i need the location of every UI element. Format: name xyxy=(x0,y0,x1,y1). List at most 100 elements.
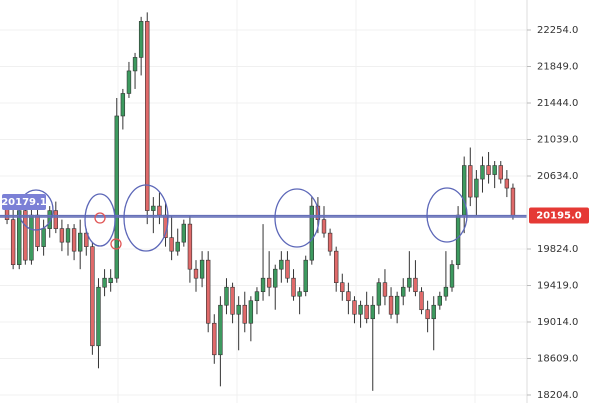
candle-body xyxy=(468,165,473,198)
candle-body xyxy=(504,178,510,189)
candle-body xyxy=(224,286,229,306)
y-axis: 22254.0 21849.0 21444.0 21039.0 20634.0 19824… xyxy=(527,25,589,401)
candle-body xyxy=(181,223,186,243)
candle-body xyxy=(53,210,58,229)
candle-body xyxy=(114,115,119,279)
circle-annotation xyxy=(274,188,320,248)
candle-body xyxy=(157,205,162,216)
candle-body xyxy=(327,232,333,252)
candle-body xyxy=(151,205,156,211)
y-tick-label: 22254.0 xyxy=(537,25,578,36)
candle-body xyxy=(315,205,321,220)
y-tick-label: 21849.0 xyxy=(537,62,578,73)
candle-body xyxy=(474,178,479,198)
y-tick-label: 21444.0 xyxy=(537,98,578,109)
candle-body xyxy=(29,214,34,261)
y-tick-label: 18204.0 xyxy=(537,390,578,401)
candle-body xyxy=(462,165,467,216)
y-tick-label: 19824.0 xyxy=(537,244,578,255)
candle-body xyxy=(218,304,223,356)
candle-body xyxy=(510,187,516,216)
candle-body xyxy=(41,228,46,247)
y-tick-label: 21039.0 xyxy=(537,135,578,146)
candle-body xyxy=(108,277,113,283)
candle-body xyxy=(84,232,89,247)
candles xyxy=(4,12,516,391)
candle-body xyxy=(376,282,382,306)
candle-body xyxy=(321,219,327,234)
candle-body xyxy=(102,277,107,288)
candle-body xyxy=(266,277,272,288)
candle-body xyxy=(364,304,369,320)
candle-body xyxy=(138,21,144,58)
candle-body xyxy=(242,304,247,324)
candle-body xyxy=(352,300,357,315)
candle-body xyxy=(193,268,199,279)
candle-body xyxy=(303,259,308,293)
candle-body xyxy=(78,232,83,252)
candle-body xyxy=(132,57,138,72)
candle-body xyxy=(425,309,430,320)
candle-body xyxy=(10,219,16,265)
candle-body xyxy=(382,282,388,297)
candle-body xyxy=(212,322,217,356)
candle-body xyxy=(187,223,193,270)
candle-body xyxy=(431,304,436,320)
candle-body xyxy=(340,282,345,293)
candle-body xyxy=(419,291,424,311)
circle-annotation xyxy=(84,193,116,247)
candle-body xyxy=(254,291,260,302)
price-label: 20195.0 xyxy=(536,211,582,222)
candle-body xyxy=(492,165,497,175)
candle-body xyxy=(455,214,461,265)
candle-body xyxy=(285,259,290,279)
candle-body xyxy=(334,250,339,283)
candle-body xyxy=(59,228,65,243)
candle-body xyxy=(169,237,174,252)
y-tick-label: 20634.0 xyxy=(537,171,578,182)
circle-annotation xyxy=(18,189,54,231)
price-lines xyxy=(0,214,527,218)
candle-body xyxy=(401,286,406,297)
candle-body xyxy=(279,259,284,270)
candle-body xyxy=(199,259,205,279)
candle-body xyxy=(486,165,491,175)
price-label-box xyxy=(529,207,589,224)
candle-body xyxy=(96,286,101,347)
candle-body xyxy=(443,286,449,297)
candle-body xyxy=(437,295,442,306)
candle-body xyxy=(236,304,241,315)
candle-body xyxy=(35,214,40,247)
candle-body xyxy=(23,210,28,261)
y-tick-label: 19419.0 xyxy=(537,280,578,291)
marker xyxy=(110,238,122,250)
y-tick-label: 19014.0 xyxy=(537,317,578,328)
candle-body xyxy=(71,228,77,252)
candle-body xyxy=(65,228,71,243)
candle-body xyxy=(388,295,394,315)
candle-body xyxy=(358,304,363,315)
candle-body xyxy=(498,165,503,180)
candle-body xyxy=(394,295,400,315)
candle-body xyxy=(449,264,455,288)
candle-body xyxy=(175,241,180,252)
candle-body xyxy=(309,205,314,261)
price-label-box xyxy=(2,193,46,210)
candle-body xyxy=(90,246,95,347)
candle-body xyxy=(291,277,296,297)
candle-body xyxy=(260,277,266,293)
candle-body xyxy=(370,304,375,320)
candle-body xyxy=(206,259,211,324)
circle-annotation xyxy=(426,187,468,243)
candle-body xyxy=(407,277,412,288)
candle-body xyxy=(120,93,126,117)
axis-panel xyxy=(527,0,602,403)
candle-body xyxy=(273,268,278,288)
candle-body xyxy=(145,21,150,211)
candle-body xyxy=(297,291,302,297)
candle-body xyxy=(248,300,254,324)
candle-body xyxy=(230,286,235,315)
price-label: 20179.1 xyxy=(1,197,47,208)
